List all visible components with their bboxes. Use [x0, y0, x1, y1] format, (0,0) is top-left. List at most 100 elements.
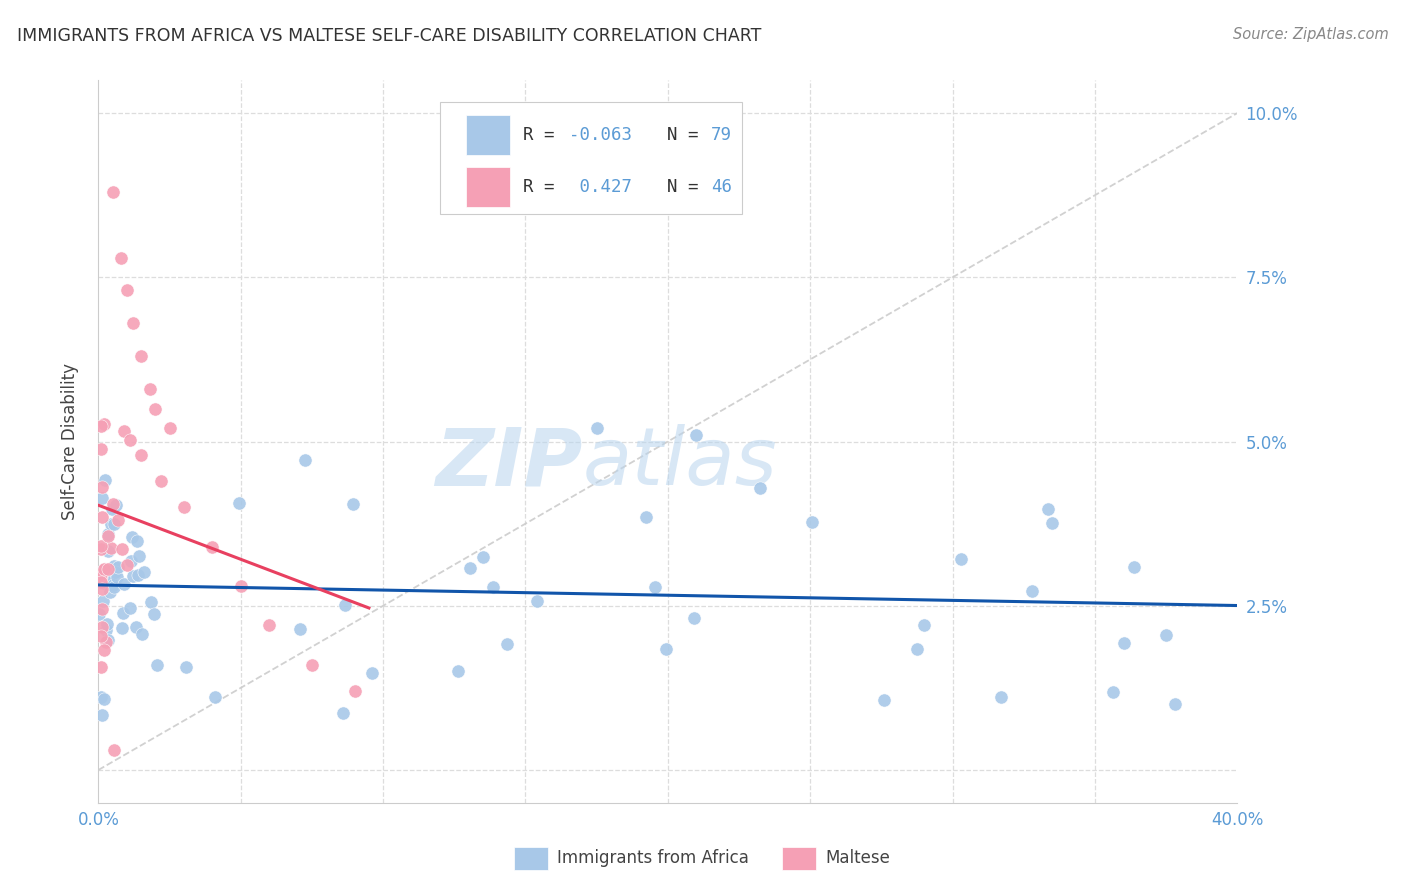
- Point: [93, 562, 115, 576]
- Text: R =: R =: [523, 178, 565, 196]
- Point: [90, 629, 112, 643]
- Point: [91, 708, 114, 723]
- Point: [112, 424, 135, 438]
- Point: [495, 637, 517, 651]
- Point: [90, 574, 112, 589]
- Point: [93, 643, 115, 657]
- Point: [91, 509, 114, 524]
- Point: [100, 517, 122, 532]
- Point: [990, 690, 1012, 704]
- Point: [446, 664, 468, 678]
- Text: ZIP: ZIP: [434, 425, 582, 502]
- Point: [103, 743, 125, 757]
- Point: [90, 539, 112, 553]
- Point: [201, 540, 224, 554]
- Point: [1163, 698, 1185, 712]
- Point: [127, 567, 149, 582]
- Point: [103, 580, 125, 594]
- Point: [332, 706, 354, 721]
- Point: [145, 401, 167, 416]
- Point: [97, 633, 120, 648]
- Point: [94, 473, 117, 487]
- Point: [333, 598, 356, 612]
- Point: [138, 382, 160, 396]
- Bar: [467, 168, 509, 207]
- Point: [115, 558, 138, 573]
- Point: [121, 316, 143, 330]
- Point: [101, 185, 124, 199]
- Point: [103, 516, 125, 531]
- Point: [129, 448, 152, 462]
- Point: [98, 585, 121, 599]
- Point: [228, 496, 250, 510]
- Point: [294, 453, 316, 467]
- Point: [93, 562, 115, 576]
- Text: IMMIGRANTS FROM AFRICA VS MALTESE SELF-CARE DISABILITY CORRELATION CHART: IMMIGRANTS FROM AFRICA VS MALTESE SELF-C…: [17, 27, 761, 45]
- Point: [259, 618, 281, 632]
- Point: [107, 513, 129, 527]
- FancyBboxPatch shape: [440, 102, 742, 214]
- Point: [290, 623, 312, 637]
- Text: 79: 79: [711, 126, 733, 144]
- Point: [90, 541, 112, 556]
- Point: [471, 549, 494, 564]
- Point: [118, 434, 141, 448]
- Point: [101, 501, 124, 516]
- Point: [146, 658, 169, 673]
- Point: [112, 577, 135, 591]
- Point: [1101, 685, 1123, 699]
- Point: [103, 565, 125, 579]
- Point: [1123, 560, 1146, 574]
- Point: [1156, 627, 1178, 641]
- Point: [526, 593, 548, 607]
- Point: [90, 565, 112, 579]
- Point: [905, 642, 928, 657]
- Point: [174, 660, 197, 674]
- Bar: [467, 115, 509, 155]
- Point: [90, 582, 112, 596]
- Point: [118, 601, 141, 615]
- Point: [343, 684, 366, 698]
- Point: [143, 607, 166, 621]
- Point: [91, 594, 114, 608]
- Point: [949, 552, 972, 566]
- Point: [1021, 584, 1043, 599]
- Point: [91, 602, 114, 616]
- Point: [110, 251, 132, 265]
- Point: [111, 541, 134, 556]
- Point: [585, 421, 607, 435]
- Point: [128, 549, 150, 563]
- Point: [173, 500, 195, 515]
- Point: [141, 595, 163, 609]
- Text: N =: N =: [647, 126, 709, 144]
- Point: [97, 544, 120, 558]
- Point: [129, 349, 152, 363]
- Text: -0.063: -0.063: [569, 126, 631, 144]
- Point: [121, 530, 143, 544]
- Point: [301, 657, 323, 672]
- Point: [94, 635, 117, 649]
- Point: [150, 474, 173, 488]
- Text: Immigrants from Africa: Immigrants from Africa: [557, 849, 749, 867]
- Point: [97, 529, 120, 543]
- Point: [800, 515, 823, 529]
- Text: R =: R =: [523, 126, 565, 144]
- Point: [90, 418, 112, 433]
- Point: [97, 561, 120, 575]
- Point: [654, 642, 676, 657]
- Point: [90, 491, 112, 505]
- Point: [1112, 636, 1135, 650]
- Point: [90, 442, 112, 456]
- Point: [122, 569, 145, 583]
- Point: [107, 560, 129, 574]
- Point: [360, 666, 382, 681]
- Point: [644, 581, 666, 595]
- Text: N =: N =: [647, 178, 709, 196]
- Text: 0.427: 0.427: [569, 178, 631, 196]
- Point: [229, 579, 252, 593]
- Point: [132, 565, 155, 579]
- Point: [93, 691, 115, 706]
- Point: [90, 570, 112, 584]
- Point: [103, 497, 125, 511]
- Point: [89, 607, 111, 621]
